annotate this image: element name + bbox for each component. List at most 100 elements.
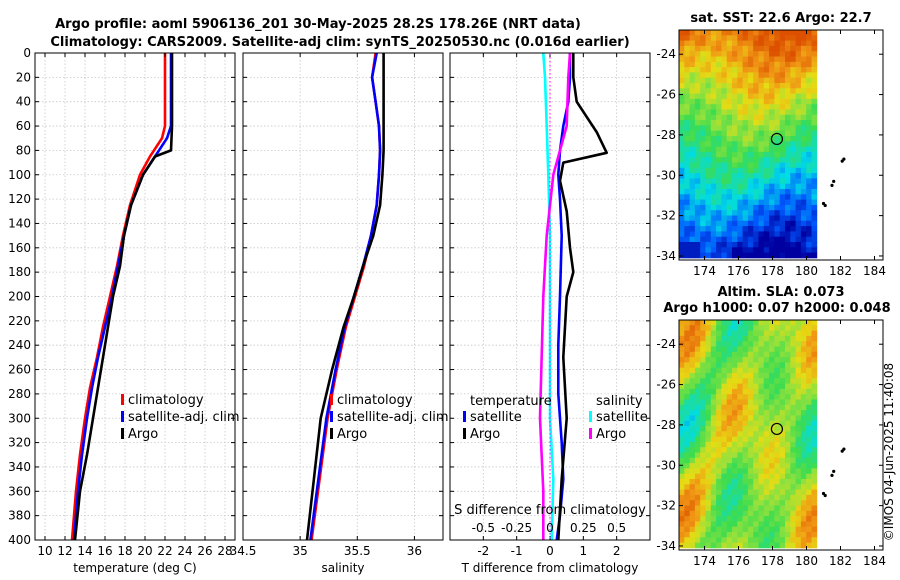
raster-cell	[758, 320, 765, 326]
raster-cell	[679, 104, 685, 110]
raster-cell	[732, 330, 738, 337]
raster-cell	[800, 67, 807, 73]
raster-cell	[758, 410, 765, 416]
raster-cell	[800, 426, 807, 432]
raster-cell	[774, 231, 781, 238]
y-tick-label: 380	[8, 509, 31, 523]
raster-cell	[726, 526, 733, 533]
raster-cell	[790, 199, 796, 206]
raster-cell	[758, 120, 765, 126]
raster-cell	[726, 473, 733, 480]
raster-cell	[737, 335, 743, 342]
raster-cell	[795, 40, 802, 47]
raster-cell	[779, 157, 786, 163]
raster-cell	[710, 330, 717, 337]
raster-cell	[726, 463, 733, 469]
raster-cell	[763, 447, 770, 453]
raster-cell	[737, 404, 743, 411]
raster-cell	[806, 98, 812, 105]
raster-cell	[763, 67, 770, 73]
raster-cell	[753, 441, 759, 448]
raster-cell	[811, 362, 818, 369]
raster-cell	[779, 83, 786, 89]
raster-cell	[779, 463, 786, 469]
raster-cell	[721, 30, 728, 36]
raster-cell	[732, 447, 738, 453]
raster-cell	[790, 378, 796, 384]
y-tick-label: 100	[8, 168, 31, 182]
raster-cell	[700, 510, 706, 517]
raster-cell	[763, 521, 770, 528]
raster-cell	[763, 157, 770, 163]
raster-cell	[700, 189, 706, 195]
raster-cell	[689, 98, 696, 105]
series-line-argo	[305, 53, 385, 541]
raster-cell	[694, 335, 701, 342]
raster-cell	[705, 383, 712, 390]
raster-cell	[737, 479, 743, 485]
raster-cell	[758, 56, 765, 63]
raster-cell	[779, 532, 786, 538]
raster-cell	[806, 220, 812, 227]
raster-cell	[679, 436, 685, 443]
x-tick-label: 2	[613, 544, 621, 558]
raster-cell	[721, 109, 728, 116]
raster-cell	[716, 325, 722, 331]
raster-cell	[785, 335, 791, 342]
raster-cell	[700, 167, 706, 174]
y-tick-label: 280	[8, 387, 31, 401]
raster-cell	[806, 357, 812, 363]
raster-cell	[726, 468, 733, 475]
raster-cell	[742, 77, 749, 84]
raster-cell	[758, 468, 765, 475]
raster-cell	[769, 45, 775, 52]
raster-cell	[790, 162, 796, 169]
raster-cell	[795, 362, 802, 369]
raster-cell	[790, 120, 796, 126]
raster-cell	[737, 125, 743, 132]
raster-cell	[785, 346, 791, 353]
raster-cell	[790, 341, 796, 347]
raster-cell	[679, 141, 685, 147]
raster-cell	[747, 56, 754, 63]
raster-cell	[700, 468, 706, 475]
raster-cell	[684, 489, 690, 496]
raster-cell	[679, 431, 685, 437]
raster-cell	[742, 98, 749, 105]
raster-cell	[758, 457, 765, 464]
raster-cell	[684, 226, 690, 232]
raster-cell	[742, 226, 749, 232]
raster-cell	[679, 489, 685, 496]
raster-cell	[700, 542, 706, 549]
raster-cell	[753, 537, 759, 543]
raster-cell	[710, 500, 717, 506]
raster-cell	[705, 242, 712, 248]
raster-cell	[684, 242, 690, 248]
raster-cell	[737, 204, 743, 211]
raster-cell	[732, 335, 738, 342]
raster-cell	[785, 252, 791, 259]
raster-cell	[790, 484, 796, 490]
raster-cell	[737, 325, 743, 331]
x-tick-label: 180	[795, 264, 818, 278]
y-tick-label: 200	[8, 290, 31, 304]
raster-cell	[769, 30, 775, 36]
raster-cell	[694, 141, 701, 147]
raster-cell	[737, 431, 743, 437]
raster-cell	[679, 130, 685, 137]
raster-cell	[811, 210, 818, 216]
legend-label: satellite-adj. clim	[128, 410, 240, 425]
raster-cell	[732, 383, 738, 390]
raster-cell	[785, 183, 791, 190]
raster-cell	[737, 141, 743, 147]
raster-cell	[800, 410, 807, 416]
raster-cell	[732, 394, 738, 400]
raster-cell	[716, 367, 722, 374]
raster-cell	[769, 383, 775, 390]
raster-cell	[726, 489, 733, 496]
raster-cell	[747, 325, 754, 331]
raster-cell	[779, 457, 786, 464]
raster-cell	[811, 204, 818, 211]
raster-cell	[689, 473, 696, 480]
raster-cell	[700, 330, 706, 337]
